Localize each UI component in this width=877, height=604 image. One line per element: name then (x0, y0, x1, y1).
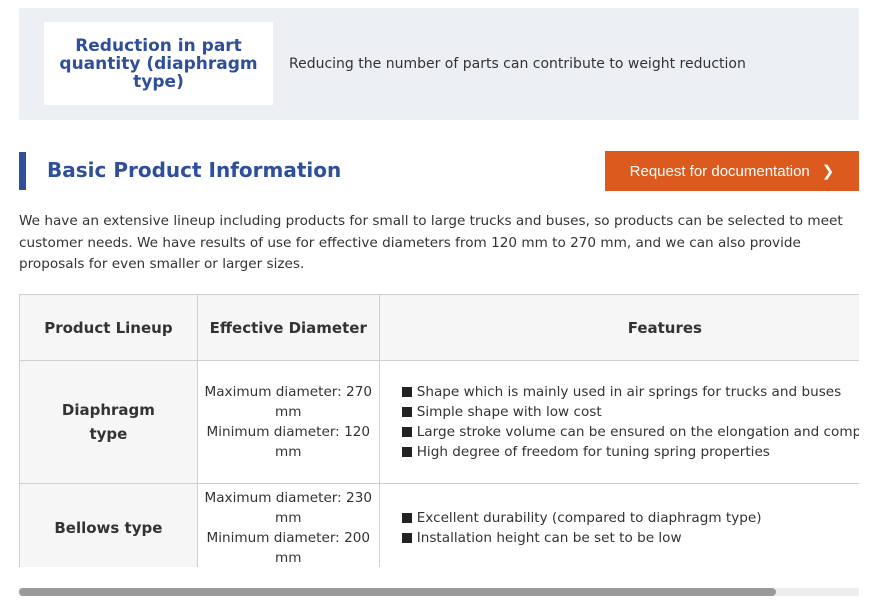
bullet (401, 427, 412, 437)
feature-item: Installation height can be set to be low (401, 528, 859, 548)
diameter-cell: Maximum diameter: 270 mm Minimum diameter… (196, 360, 380, 484)
table-row: Bellows type Maximum diameter: 230 mm Mini… (19, 483, 859, 567)
button-icon: ❯ (821, 163, 835, 180)
table-scroll[interactable]: Product Lineup Effective Diameter Features… (19, 294, 859, 567)
bullet (401, 513, 412, 523)
lineup-cell: Diaphragm type (19, 360, 198, 484)
lineup-cell: Bellows type (19, 483, 198, 567)
column-header: Effective Diameter (196, 294, 380, 361)
description: We have an extensive lineup including pr… (19, 213, 843, 272)
diameter-line: Minimum diameter: 120 mm (206, 424, 371, 460)
benefit-label: Reduction in part quantity (diaphragm ty… (44, 22, 273, 105)
scroll-thumb[interactable] (19, 588, 776, 596)
diameter-line: Minimum diameter: 200 mm (206, 530, 371, 566)
bullet (401, 387, 412, 397)
features-cell: Shape which is mainly used in air spring… (378, 360, 859, 484)
column-header: Product Lineup (19, 294, 198, 361)
section-title: Basic Product Information (47, 158, 342, 182)
feature-item: Large stroke volume can be ensured on th… (401, 422, 859, 442)
feature-text: Simple shape with low cost (416, 404, 602, 420)
feature-text: Excellent durability (compared to diaphr… (416, 510, 762, 526)
bullet (401, 447, 412, 457)
button-label: Request for documentation (629, 162, 810, 180)
features-cell: Excellent durability (compared to diaphr… (378, 483, 859, 567)
diameter-cell: Maximum diameter: 230 mm Minimum diameter… (196, 483, 380, 567)
feature-item: Shape which is mainly used in air spring… (401, 382, 859, 402)
request-button[interactable]: Request for documentation ❯ (605, 151, 859, 191)
feature-text: Large stroke volume can be ensured on th… (416, 424, 859, 440)
diameter-line: Maximum diameter: 230 mm (204, 490, 373, 526)
bullet (401, 407, 412, 417)
benefit-box: Reduction in part quantity (diaphragm ty… (19, 8, 859, 120)
product-table: Product Lineup Effective Diameter Features… (19, 294, 859, 567)
feature-item: Excellent durability (compared to diaphr… (401, 508, 859, 528)
feature-text: High degree of freedom for tuning spring… (416, 444, 770, 460)
column-header: Features (378, 294, 859, 361)
benefit-text: Reducing the number of parts can contrib… (289, 56, 746, 72)
feature-item: High degree of freedom for tuning spring… (401, 442, 859, 462)
heading-bar (19, 152, 26, 190)
feature-text: Shape which is mainly used in air spring… (416, 384, 842, 400)
feature-item: Simple shape with low cost (401, 402, 859, 422)
diameter-line: Maximum diameter: 270 mm (204, 384, 373, 420)
table-row: Diaphragm type Maximum diameter: 270 mm Mi… (19, 360, 859, 484)
feature-text: Installation height can be set to be low (416, 530, 682, 546)
bullet (401, 533, 412, 543)
